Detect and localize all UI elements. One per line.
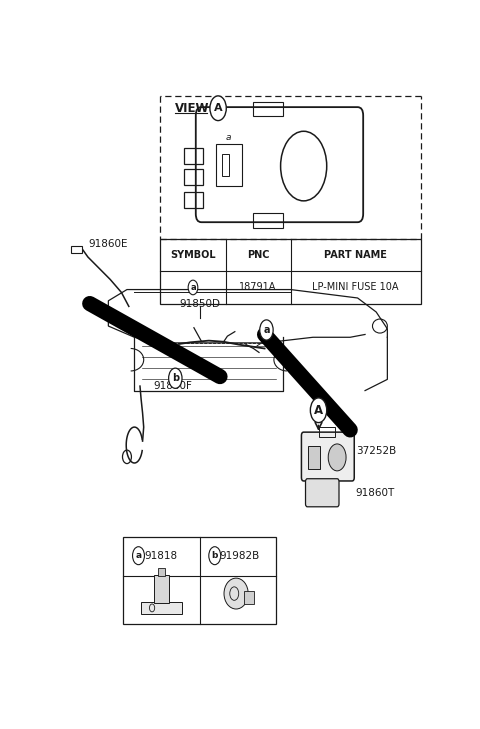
Circle shape <box>311 398 327 423</box>
Circle shape <box>209 547 221 565</box>
Bar <box>160 239 421 303</box>
Text: a: a <box>263 325 270 335</box>
Bar <box>157 568 165 577</box>
Bar <box>71 246 83 252</box>
Bar <box>253 213 283 228</box>
Bar <box>308 445 320 469</box>
Text: a: a <box>226 133 231 142</box>
Text: PART NAME: PART NAME <box>324 250 387 260</box>
Text: 91860E: 91860E <box>88 238 127 249</box>
Text: b: b <box>172 373 179 383</box>
Circle shape <box>260 320 273 340</box>
Circle shape <box>132 547 144 565</box>
Ellipse shape <box>224 578 248 609</box>
Text: A: A <box>214 104 222 113</box>
Bar <box>243 591 254 604</box>
Text: 37252B: 37252B <box>356 446 396 456</box>
Bar <box>123 537 276 623</box>
Bar <box>253 102 283 116</box>
Circle shape <box>328 444 346 471</box>
Text: 91982B: 91982B <box>219 550 259 561</box>
Circle shape <box>188 280 198 295</box>
Text: VIEW: VIEW <box>175 102 210 114</box>
Bar <box>183 192 203 208</box>
Text: LP-MINI FUSE 10A: LP-MINI FUSE 10A <box>312 282 399 292</box>
Bar <box>183 148 203 164</box>
Text: 18791A: 18791A <box>240 282 277 292</box>
Text: b: b <box>212 551 218 560</box>
Bar <box>141 601 182 614</box>
Bar <box>183 169 203 185</box>
FancyBboxPatch shape <box>301 432 354 481</box>
Text: SYMBOL: SYMBOL <box>170 250 216 260</box>
Circle shape <box>168 368 182 389</box>
Circle shape <box>210 96 226 120</box>
Text: a: a <box>135 551 142 560</box>
Text: PNC: PNC <box>247 250 269 260</box>
Text: 91818: 91818 <box>145 550 178 561</box>
Bar <box>154 574 169 603</box>
Bar <box>222 155 228 176</box>
Text: 91860F: 91860F <box>154 381 192 391</box>
FancyBboxPatch shape <box>305 479 339 507</box>
Text: 91860T: 91860T <box>356 488 395 498</box>
Bar <box>319 427 335 437</box>
Text: a: a <box>190 283 196 292</box>
Text: 91850D: 91850D <box>179 299 220 309</box>
Bar <box>216 144 242 186</box>
Text: A: A <box>314 404 323 417</box>
